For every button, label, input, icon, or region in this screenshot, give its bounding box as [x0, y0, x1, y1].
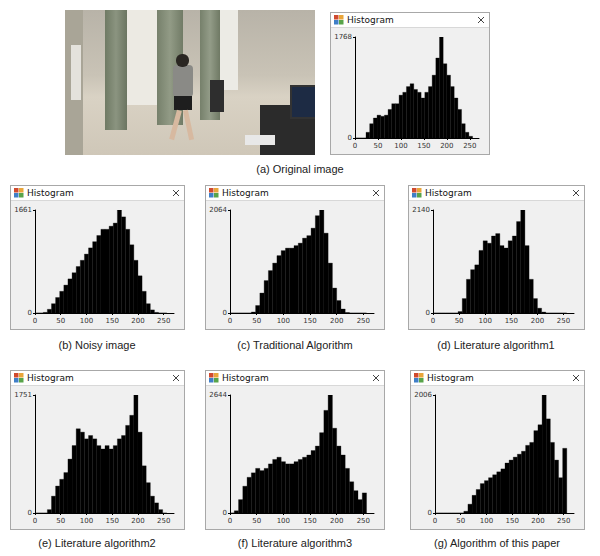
svg-text:0: 0 [426, 309, 430, 317]
svg-text:200: 200 [330, 317, 343, 325]
svg-text:100: 100 [394, 142, 407, 150]
svg-text:150: 150 [303, 517, 316, 525]
svg-text:100: 100 [479, 317, 492, 325]
svg-text:100: 100 [277, 517, 290, 525]
svg-text:200: 200 [440, 142, 453, 150]
svg-text:250: 250 [357, 317, 370, 325]
svg-text:0: 0 [228, 317, 232, 325]
html-text:Histogram: Histogram [425, 188, 472, 198]
svg-text:200: 200 [531, 517, 544, 525]
svg-text:200: 200 [531, 317, 544, 325]
svg-text:150: 150 [417, 142, 430, 150]
svg-text:50: 50 [456, 517, 465, 525]
svg-text:50: 50 [56, 317, 65, 325]
svg-text:200: 200 [131, 517, 144, 525]
svg-text:200: 200 [131, 317, 144, 325]
svg-text:150: 150 [303, 317, 316, 325]
svg-text:250: 250 [463, 142, 476, 150]
svg-text:50: 50 [252, 317, 261, 325]
svg-text:2644: 2644 [209, 391, 227, 399]
html-text:Histogram: Histogram [347, 15, 394, 25]
svg-text:0: 0 [33, 317, 37, 325]
svg-text:50: 50 [252, 517, 261, 525]
svg-text:0: 0 [348, 134, 352, 142]
html-text:(b) Noisy image: (b) Noisy image [58, 339, 136, 351]
svg-text:50: 50 [56, 517, 65, 525]
svg-text:0: 0 [33, 517, 37, 525]
svg-text:2140: 2140 [412, 206, 430, 214]
svg-text:0: 0 [428, 509, 432, 517]
svg-text:1768: 1768 [334, 33, 352, 41]
svg-text:250: 250 [157, 517, 170, 525]
svg-text:0: 0 [431, 317, 435, 325]
svg-text:1661: 1661 [14, 206, 32, 214]
html-text:(a) Original image: (a) Original image [256, 163, 344, 175]
svg-text:0: 0 [28, 509, 32, 517]
html-text:Histogram: Histogram [222, 373, 269, 383]
html-text:Histogram: Histogram [27, 188, 74, 198]
html-text:Histogram: Histogram [427, 373, 474, 383]
svg-text:250: 250 [557, 317, 570, 325]
svg-text:100: 100 [480, 517, 493, 525]
svg-text:150: 150 [106, 317, 119, 325]
svg-text:250: 250 [157, 317, 170, 325]
svg-text:200: 200 [330, 517, 343, 525]
svg-text:0: 0 [433, 517, 437, 525]
svg-text:0: 0 [228, 517, 232, 525]
svg-text:0: 0 [223, 509, 227, 517]
svg-text:100: 100 [80, 517, 93, 525]
svg-text:0: 0 [28, 309, 32, 317]
html-text:Histogram: Histogram [27, 373, 74, 383]
html-text:(f) Literature algorithm3: (f) Literature algorithm3 [237, 537, 353, 549]
svg-text:1751: 1751 [14, 391, 32, 399]
svg-text:2064: 2064 [209, 206, 227, 214]
svg-text:150: 150 [506, 517, 519, 525]
html-text:(c) Traditional Algorithm: (c) Traditional Algorithm [237, 339, 353, 351]
svg-text:0: 0 [353, 142, 357, 150]
svg-text:150: 150 [505, 317, 518, 325]
svg-text:250: 250 [357, 517, 370, 525]
svg-text:50: 50 [374, 142, 383, 150]
svg-text:50: 50 [455, 317, 464, 325]
svg-text:2006: 2006 [414, 391, 432, 399]
svg-text:100: 100 [80, 317, 93, 325]
svg-text:250: 250 [557, 517, 570, 525]
html-text:Histogram: Histogram [222, 188, 269, 198]
svg-text:150: 150 [106, 517, 119, 525]
html-text:(e) Literature algorithm2: (e) Literature algorithm2 [38, 537, 156, 549]
svg-text:100: 100 [277, 317, 290, 325]
html-text:(g) Algorithm of this paper: (g) Algorithm of this paper [434, 537, 560, 549]
svg-text:0: 0 [223, 309, 227, 317]
html-text:(d) Literature algorithm1: (d) Literature algorithm1 [437, 339, 555, 351]
